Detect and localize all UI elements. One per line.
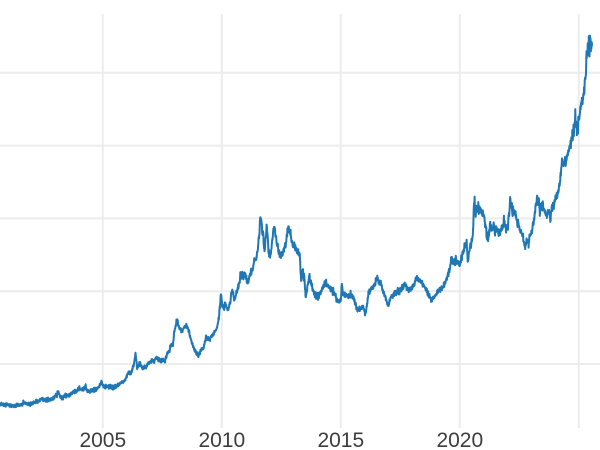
svg-text:2010: 2010 [198, 429, 245, 450]
svg-text:2005: 2005 [79, 429, 126, 450]
svg-text:2015: 2015 [317, 429, 364, 450]
svg-text:2020: 2020 [436, 429, 483, 450]
